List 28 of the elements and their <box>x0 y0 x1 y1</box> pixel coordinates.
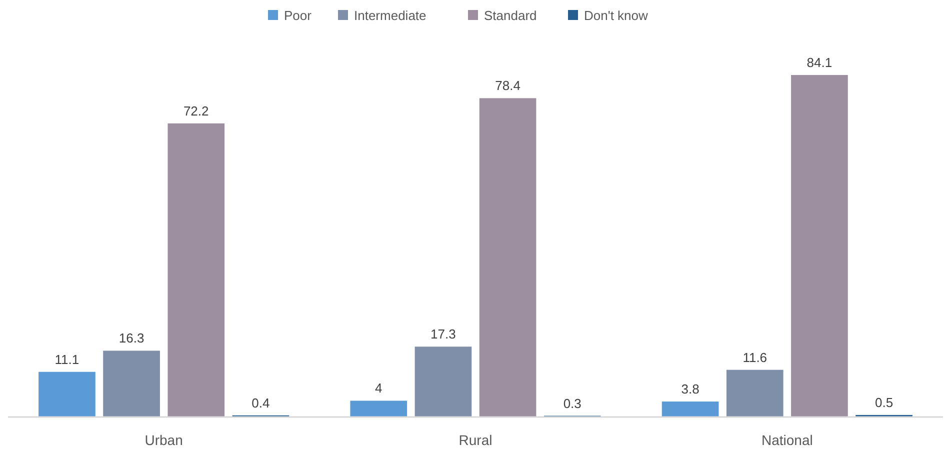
data-label: 0.3 <box>563 396 582 411</box>
legend-label: Standard <box>484 8 537 23</box>
data-label: 16.3 <box>118 330 144 346</box>
data-label: 4 <box>375 380 382 396</box>
x-tick-label: National <box>761 432 813 448</box>
data-label: 84.1 <box>806 55 832 70</box>
data-label: 11.6 <box>742 350 768 365</box>
data-label: 0.5 <box>874 394 894 410</box>
bar <box>726 370 784 417</box>
bar <box>168 123 225 417</box>
data-label: 78.4 <box>495 78 520 94</box>
data-label: 72.2 <box>183 103 209 118</box>
x-tick-label: Rural <box>458 432 492 448</box>
legend-label: Intermediate <box>354 8 426 23</box>
data-label: 3.8 <box>681 382 700 397</box>
bar <box>662 402 719 417</box>
bar <box>791 75 848 417</box>
bar <box>38 372 96 417</box>
data-label: 11.1 <box>54 352 80 367</box>
bar <box>414 346 472 417</box>
bar <box>103 350 160 417</box>
data-label: 0.4 <box>252 395 270 410</box>
x-tick-label: Urban <box>144 432 183 448</box>
legend-label: Poor <box>284 8 312 23</box>
data-label: 17.3 <box>430 326 456 342</box>
bar <box>479 98 536 417</box>
bar <box>350 400 408 417</box>
legend-label: Don't know <box>584 8 649 23</box>
